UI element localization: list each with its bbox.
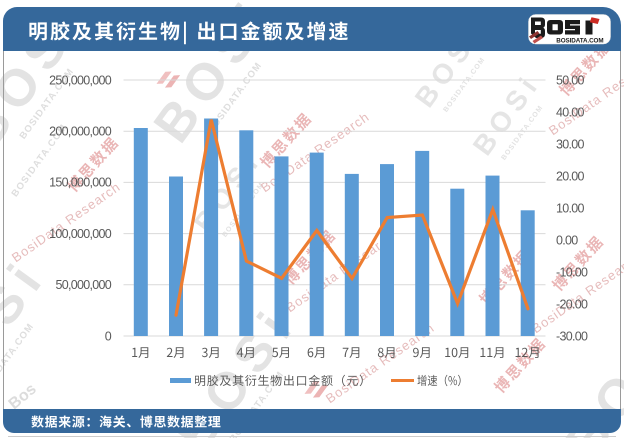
svg-text:50.00: 50.00 (556, 73, 585, 87)
svg-text:250,000,000: 250,000,000 (49, 73, 112, 87)
svg-text:-30.00: -30.00 (556, 329, 588, 343)
svg-text:100,000,000: 100,000,000 (49, 227, 112, 241)
svg-text:200,000,000: 200,000,000 (49, 125, 112, 139)
svg-text:30.00: 30.00 (556, 137, 585, 151)
svg-text:40.00: 40.00 (556, 105, 585, 119)
svg-text:0: 0 (105, 329, 112, 343)
svg-text:150,000,000: 150,000,000 (49, 176, 112, 190)
svg-text:20.00: 20.00 (556, 169, 585, 183)
svg-text:BOSIDATA.COM: BOSIDATA.COM (556, 37, 603, 44)
svg-text:0.00: 0.00 (556, 233, 578, 247)
svg-text:-10.00: -10.00 (556, 265, 588, 279)
svg-text:10.00: 10.00 (556, 201, 585, 215)
svg-text:50,000,000: 50,000,000 (55, 278, 111, 292)
svg-text:-20.00: -20.00 (556, 297, 588, 311)
